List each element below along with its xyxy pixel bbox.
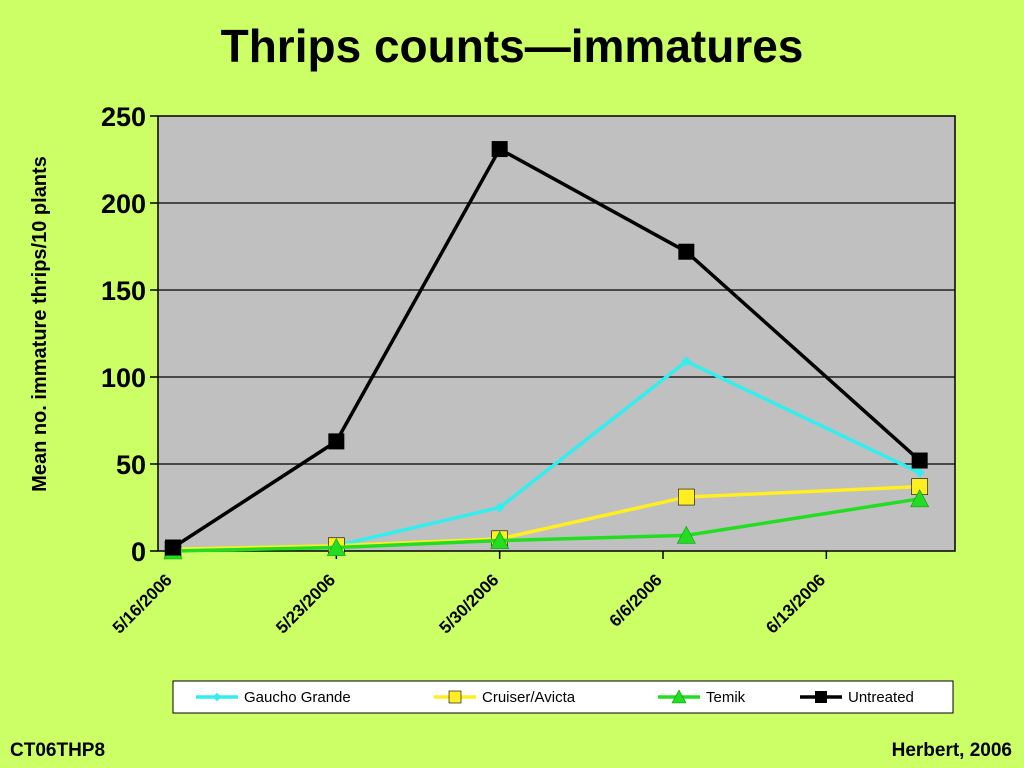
- y-tick-label: 200: [101, 189, 146, 219]
- data-point-gaucho-grande: [914, 467, 925, 478]
- series-layer: [163, 141, 930, 560]
- data-point-untreated: [911, 452, 928, 469]
- y-axis-label: Mean no. immature thrips/10 plants: [29, 156, 51, 492]
- footer-left: CT06THP8: [10, 740, 105, 761]
- data-point-untreated: [328, 433, 345, 450]
- footer-right: Herbert, 2006: [892, 740, 1012, 761]
- x-tick-label: 5/23/2006: [272, 570, 339, 637]
- y-tick-label: 50: [116, 450, 146, 480]
- x-tick-label: 6/6/2006: [606, 570, 666, 630]
- legend-label-temik: Temik: [706, 689, 746, 706]
- data-point-cruiser-avicta: [678, 488, 695, 506]
- legend-label-gaucho-grande: Gaucho Grande: [244, 689, 351, 706]
- legend-marker-cruiser-avicta: [448, 690, 462, 704]
- data-point-untreated: [491, 141, 508, 158]
- legend-label-untreated: Untreated: [848, 689, 914, 706]
- data-point-temik: [326, 537, 346, 556]
- y-tick-label: 0: [131, 537, 146, 567]
- legend-box: [172, 680, 954, 714]
- legend-marker-untreated: [815, 691, 827, 703]
- data-point-untreated: [165, 539, 181, 556]
- x-tick-label: 5/16/2006: [109, 570, 176, 637]
- x-tick-labels: 5/16/2006 5/23/2006 5/30/2006 6/6/2006 6/13/…: [109, 570, 829, 637]
- x-tick-label: 6/13/2006: [762, 570, 829, 637]
- data-point-temik: [676, 525, 696, 544]
- data-point-gaucho-grande: [681, 356, 692, 367]
- legend-marker-gaucho-grande: [212, 692, 222, 702]
- data-point-untreated: [678, 243, 695, 260]
- y-tick-labels: 0 50 100 150 200 250: [101, 102, 146, 567]
- x-tick-label: 5/30/2006: [436, 570, 503, 637]
- legend-marker-temik: [671, 689, 687, 704]
- axes: [150, 115, 828, 559]
- data-point-temik: [910, 489, 930, 508]
- legend-label-cruiser-avicta: Cruiser/Avicta: [482, 689, 576, 706]
- y-tick-label: 150: [101, 276, 146, 306]
- y-tick-label: 250: [101, 102, 146, 132]
- legend: Gaucho Grande Cruiser/Avicta Temik Untreate…: [196, 689, 914, 706]
- data-point-temik: [490, 530, 510, 549]
- data-point-gaucho-grande: [494, 502, 505, 513]
- plot-area: [157, 115, 956, 552]
- y-tick-label: 100: [101, 363, 146, 393]
- chart-title: Thrips counts—immatures: [221, 20, 804, 72]
